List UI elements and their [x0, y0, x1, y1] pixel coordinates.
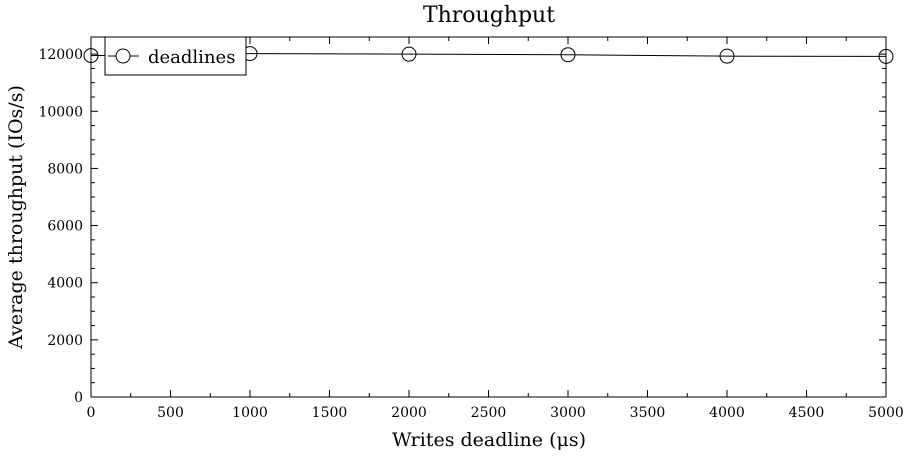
y-tick-label: 10000 — [38, 104, 83, 120]
x-tick-label: 1000 — [232, 405, 268, 421]
plot-frame — [90, 36, 887, 398]
x-tick-label: 1500 — [312, 405, 348, 421]
legend-label: deadlines — [148, 47, 235, 68]
data-point — [878, 48, 894, 64]
y-tick-label: 0 — [74, 390, 83, 406]
x-tick-label: 0 — [87, 405, 96, 421]
data-point — [401, 46, 417, 62]
y-tick-label: 12000 — [38, 47, 83, 63]
chart-title: Throughput — [423, 3, 555, 28]
y-axis-label: Average throughput (IOs/s) — [5, 85, 27, 350]
data-point — [719, 48, 735, 64]
x-tick-label: 5000 — [868, 405, 904, 421]
x-tick-label: 4000 — [709, 405, 745, 421]
x-axis: 0 500 1000 1500 2000 2500 3000 3500 4000 4500 5000 — [87, 37, 904, 421]
y-tick-label: 8000 — [47, 161, 83, 177]
x-tick-label: 500 — [157, 405, 184, 421]
data-point — [83, 48, 99, 64]
x-tick-label: 2000 — [391, 405, 427, 421]
y-tick-label: 2000 — [47, 333, 83, 349]
y-tick-label: 6000 — [47, 219, 83, 235]
x-tick-label: 3500 — [630, 405, 666, 421]
legend-marker-icon — [115, 48, 131, 64]
legend: deadlines — [104, 36, 247, 76]
x-tick-label: 4500 — [789, 405, 825, 421]
x-tick-label: 3000 — [550, 405, 586, 421]
x-axis-label: Writes deadline (μs) — [392, 429, 586, 451]
data-point — [560, 47, 576, 63]
y-axis: 0 2000 4000 6000 8000 10000 12000 — [38, 47, 886, 406]
y-tick-label: 4000 — [47, 276, 83, 292]
x-tick-label: 2500 — [471, 405, 507, 421]
